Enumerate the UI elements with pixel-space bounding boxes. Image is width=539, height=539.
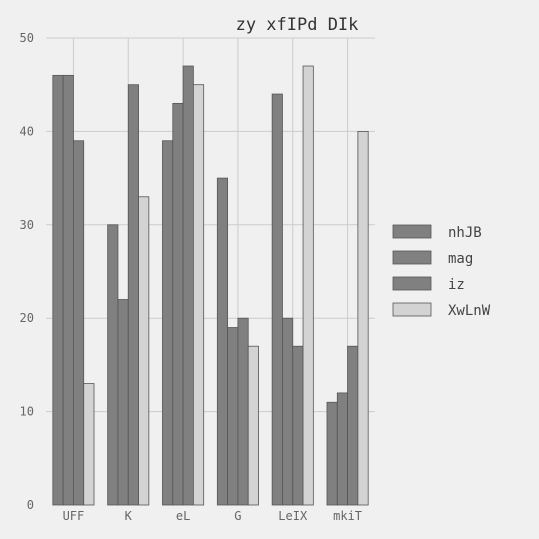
chart-title: zy xfIPd DIk <box>236 15 359 35</box>
bar-XwLnW-K <box>138 196 150 506</box>
bar-nhJB-eL <box>162 140 174 506</box>
bar-iz-eL <box>182 65 194 506</box>
bar-mag-G <box>227 327 239 506</box>
y-tick-label: 50 <box>20 31 34 45</box>
bar-XwLnW-mkiT <box>357 130 369 506</box>
x-tick-label: LeIX <box>278 509 308 523</box>
bar-XwLnW-LeIX <box>302 65 314 506</box>
legend-swatch-nhJB <box>392 224 432 239</box>
bar-nhJB-G <box>216 177 229 506</box>
legend-label-XwLnW: XwLnW <box>448 303 491 319</box>
y-tick-label: 0 <box>27 498 34 512</box>
legend-label-iz: iz <box>448 277 465 293</box>
legend-swatch-iz <box>392 276 432 291</box>
legend: nhJB mag iz XwLnW <box>392 224 491 319</box>
bar-nhJB-K <box>107 224 119 506</box>
bar-XwLnW-eL <box>192 84 205 506</box>
bar-mag-eL <box>172 102 184 506</box>
legend-label-nhJB: nhJB <box>448 225 482 241</box>
y-tick-label: 10 <box>20 405 34 419</box>
bar-iz-G <box>237 317 249 506</box>
bar-mag-K <box>117 299 129 506</box>
legend-swatch-mag <box>392 250 432 265</box>
bar-nhJB-LeIX <box>271 93 283 506</box>
bar-iz-UFF <box>73 140 85 506</box>
bar-mag-UFF <box>62 74 74 506</box>
legend-label-mag: mag <box>448 251 473 267</box>
bar-nhJB-mkiT <box>326 401 338 506</box>
x-tick-label: mkiT <box>333 509 362 523</box>
x-tick-label: G <box>234 509 241 523</box>
x-tick-label: UFF <box>63 509 85 523</box>
bar-XwLnW-G <box>247 345 259 506</box>
bars <box>52 65 369 506</box>
y-tick-label: 20 <box>20 311 34 325</box>
bar-iz-mkiT <box>347 345 359 506</box>
bar-iz-LeIX <box>292 345 304 506</box>
gridlines <box>46 37 375 505</box>
y-axis-tick-labels: 0 10 20 30 40 50 <box>20 31 34 512</box>
x-tick-label: K <box>125 509 133 523</box>
bar-iz-K <box>127 84 139 506</box>
x-tick-label: eL <box>176 509 190 523</box>
y-tick-label: 30 <box>20 218 34 232</box>
bar-mag-mkiT <box>336 392 348 506</box>
y-tick-label: 40 <box>20 124 34 138</box>
bar-XwLnW-UFF <box>83 383 95 506</box>
bar-nhJB-UFF <box>52 74 64 506</box>
legend-swatch-XwLnW <box>392 302 432 317</box>
bar-mag-LeIX <box>282 317 294 506</box>
